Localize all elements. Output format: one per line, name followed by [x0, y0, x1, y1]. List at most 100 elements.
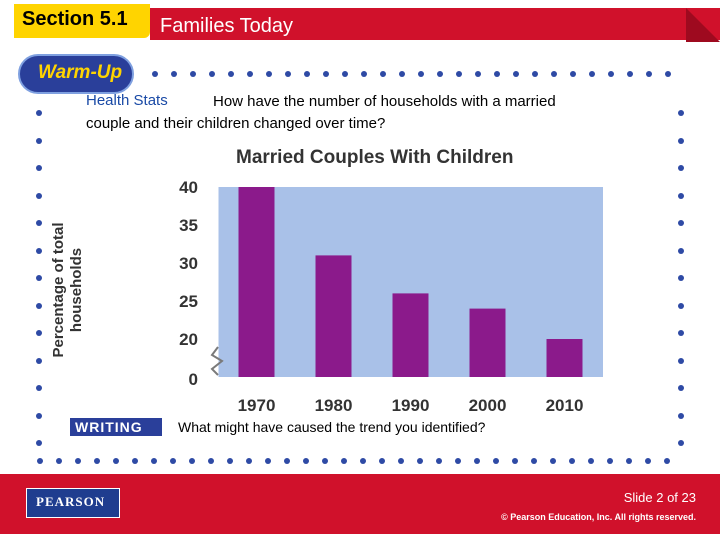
border-dot — [645, 458, 651, 464]
border-dot — [678, 165, 684, 171]
border-dot — [36, 137, 42, 144]
y-tick-label: 40 — [179, 178, 198, 197]
border-dot — [342, 71, 348, 77]
border-dot — [678, 247, 684, 254]
question-heading: Health Stats — [86, 92, 168, 109]
border-dot — [607, 458, 613, 464]
border-dot — [532, 71, 538, 77]
border-dot — [678, 275, 684, 281]
border-dot — [512, 458, 518, 464]
bar-1980 — [315, 255, 352, 377]
border-dot — [75, 458, 81, 464]
border-dot — [36, 192, 42, 199]
border-dot — [589, 71, 595, 77]
border-dot — [398, 458, 404, 464]
axis-break-mark — [210, 346, 224, 376]
border-dot — [678, 220, 684, 226]
border-dot — [551, 71, 557, 77]
writing-label: WRITING — [75, 419, 143, 435]
border-dot — [36, 247, 42, 254]
x-tick-label: 2000 — [469, 396, 507, 415]
border-dot — [380, 71, 386, 77]
border-dot — [678, 192, 684, 199]
x-tick-label: 2010 — [546, 396, 584, 415]
border-dot — [170, 458, 176, 464]
footer-bar — [0, 474, 720, 534]
border-dot — [151, 458, 157, 464]
question-line-1: How have the number of households with a… — [213, 93, 556, 110]
border-dot — [113, 458, 119, 464]
chart-title: Married Couples With Children — [236, 147, 514, 168]
border-dot — [228, 71, 234, 77]
border-dot — [36, 330, 42, 336]
section-tab — [14, 4, 150, 38]
border-dot — [285, 71, 291, 77]
border-dot — [678, 302, 684, 309]
border-dot — [36, 165, 42, 171]
bar-chart: 1970 1980 1990 2000 2010 40 35 30 25 20 0 — [179, 178, 603, 415]
border-dot — [36, 275, 42, 281]
border-dot — [208, 458, 214, 464]
y-tick-label: 0 — [189, 370, 198, 389]
border-dot — [678, 330, 684, 336]
section-label: Section 5.1 — [22, 8, 128, 30]
border-dot — [36, 220, 42, 226]
bar-2010 — [546, 339, 583, 377]
border-dot — [190, 71, 196, 77]
border-dot — [678, 412, 684, 419]
border-dot — [608, 71, 614, 77]
border-dot — [646, 71, 652, 77]
border-dot — [570, 71, 576, 77]
border-dot — [323, 71, 329, 77]
border-dot — [379, 458, 385, 464]
header-red-band — [150, 8, 720, 40]
border-dot — [341, 458, 347, 464]
border-dot — [550, 458, 556, 464]
bar-1990 — [392, 293, 429, 377]
border-dot — [627, 71, 633, 77]
border-dot — [36, 357, 42, 364]
border-dot — [399, 71, 405, 77]
border-dot — [664, 458, 670, 464]
y-tick-label: 30 — [179, 254, 198, 273]
x-tick-label: 1980 — [315, 396, 353, 415]
border-dot — [678, 137, 684, 144]
chart-y-axis-label: Percentage of total households — [50, 222, 85, 358]
pearson-logo — [26, 488, 120, 518]
writing-question: What might have caused the trend you ide… — [178, 419, 486, 435]
border-dot — [209, 71, 215, 77]
border-dot — [436, 458, 442, 464]
border-dot — [322, 458, 328, 464]
border-dot — [266, 71, 272, 77]
x-tick-label: 1970 — [238, 396, 276, 415]
y-tick-label: 20 — [179, 330, 198, 349]
border-dot — [494, 71, 500, 77]
border-dot — [94, 458, 100, 464]
slide-title: Families Today — [160, 15, 294, 37]
border-dot — [132, 458, 138, 464]
border-dot — [531, 458, 537, 464]
border-dot — [37, 458, 43, 464]
border-dot — [418, 71, 424, 77]
border-dot — [455, 458, 461, 464]
border-dot — [361, 71, 367, 77]
border-dot — [304, 71, 310, 77]
border-dot — [437, 71, 443, 77]
border-dot — [36, 440, 42, 446]
border-dot — [360, 458, 366, 464]
border-dot — [678, 385, 684, 391]
header-bar: Section 5.1 Families Today — [0, 0, 720, 42]
border-dot — [474, 458, 480, 464]
border-dot — [626, 458, 632, 464]
header-corner-fold — [686, 8, 720, 42]
border-dot — [456, 71, 462, 77]
border-dot — [227, 458, 233, 464]
border-dot — [36, 110, 42, 116]
border-dot — [417, 458, 423, 464]
border-dot — [189, 458, 195, 464]
border-dot — [678, 440, 684, 446]
border-dot — [36, 412, 42, 419]
slide-number: Slide 2 of 23 — [623, 490, 696, 505]
border-dot — [246, 458, 252, 464]
y-tick-label: 25 — [179, 292, 198, 311]
